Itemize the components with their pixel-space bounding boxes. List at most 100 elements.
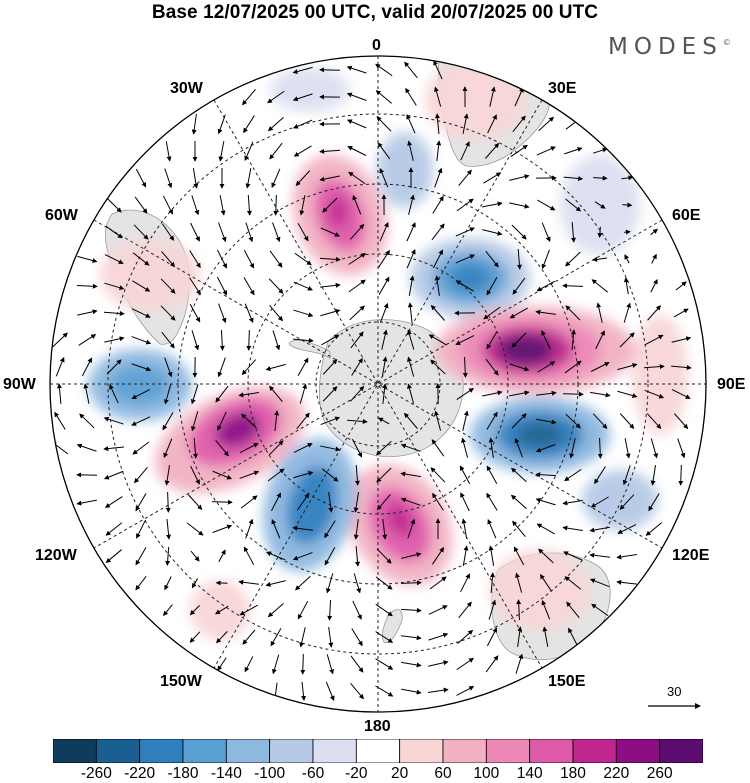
wind-vector [459,465,471,485]
wind-vector [461,518,468,539]
wind-vector [295,575,311,591]
wind-vector [622,202,633,208]
wind-vector [347,119,367,129]
wind-vector [512,520,526,538]
wind-vector [131,363,152,372]
wind-vector [163,438,173,459]
wind-vector [536,280,555,292]
wind-vector [462,545,469,566]
wind-vector [564,147,583,155]
wind-vector [348,279,366,293]
wind-vector [190,550,200,562]
wind-vector [375,576,393,590]
wind-vector [619,332,635,348]
wind-vector [103,416,124,425]
wind-vector [165,141,172,162]
wind-vector [241,359,257,376]
wind-vector [562,525,583,532]
wind-vector [346,92,367,101]
wind-vector [565,198,582,212]
wind-vector [192,168,199,189]
wind-vector [509,174,530,181]
wind-vector [269,385,283,403]
wind-vector [595,330,605,350]
reference-vector-label: 30 [667,684,682,699]
colorbar-tick-label: -20 [345,765,368,782]
wind-vector [105,225,123,239]
wind-vector [515,653,524,674]
wind-vector [379,302,389,323]
wind-vector [293,145,312,157]
wind-vector [347,146,367,156]
wind-vector [212,470,233,480]
wind-vector [430,304,445,321]
wind-vector [268,278,284,294]
wind-vector [320,309,341,317]
wind-vector [460,141,470,161]
wind-vector [190,222,200,242]
wind-vector [376,116,392,132]
wind-vector [594,466,606,485]
wind-vector [301,681,307,701]
wind-vector [192,437,198,459]
wind-vector [622,465,631,486]
wind-vector [570,221,576,243]
wind-vector [382,519,388,540]
wind-vector [243,277,255,296]
wind-vector [77,309,98,316]
wind-vector [457,629,474,644]
wind-vector [512,115,526,133]
wind-vector [565,305,581,321]
wind-vector [292,552,313,561]
wind-vector [241,413,257,429]
wind-vector [189,277,201,296]
wind-vector [215,385,229,403]
wind-vector [461,437,469,458]
wind-vector [215,439,229,457]
wind-vector [218,222,227,243]
wind-vector [509,363,530,372]
wind-vector [650,438,658,459]
wind-vector [400,580,422,586]
wind-vector [455,254,475,264]
wind-vector [77,255,98,263]
wind-vector [403,412,418,429]
colorbar-tick-label: -60 [301,765,325,782]
wind-vector [319,148,341,154]
wind-vector [406,114,416,134]
wind-vector [645,522,663,536]
wind-vector [322,386,338,402]
antarctic-peninsula [288,339,331,359]
wind-vector [670,365,692,371]
wind-vector [134,467,148,484]
colorbar-swatch [659,739,703,763]
wind-vector [56,383,62,405]
wind-vector [541,249,550,270]
wind-vector [52,332,68,348]
wind-vector [460,492,470,512]
wind-vector [376,548,392,564]
wind-vector [434,113,440,135]
wind-vector [485,142,500,159]
brand-logo: MODES© [608,34,731,60]
wind-vector [325,573,334,594]
wind-vector [191,114,197,135]
wind-vector [132,280,151,292]
wind-vector [218,303,227,324]
wind-vector [485,655,499,673]
wind-vector [292,338,314,344]
wind-vector [514,87,524,107]
wind-vector [239,470,260,479]
wind-vector [292,66,313,74]
wind-vector [408,275,415,296]
wind-vector [109,384,119,404]
wind-vector [674,413,689,430]
wind-vector [462,356,468,378]
wind-vector [406,222,416,242]
wind-vector [131,388,151,400]
wind-vector [351,438,363,458]
wind-vector [432,546,445,565]
wind-vector [346,418,368,424]
wind-vector [483,306,501,320]
wind-vector [515,572,523,593]
